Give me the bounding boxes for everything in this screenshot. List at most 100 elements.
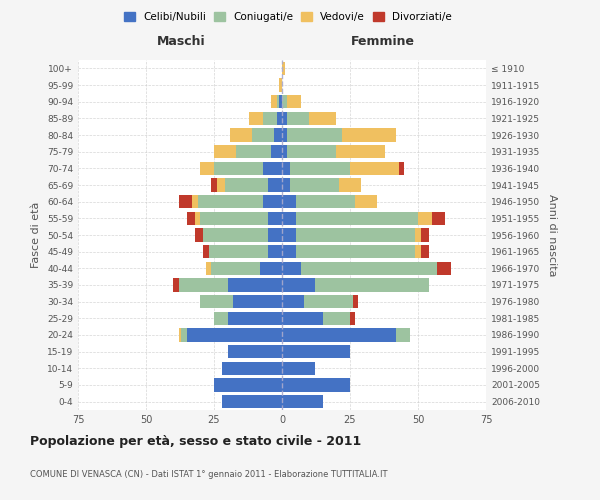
Bar	[396, 328, 410, 342]
Bar	[206, 262, 211, 275]
Bar	[287, 145, 337, 158]
Bar	[282, 245, 296, 258]
Bar	[337, 145, 385, 158]
Bar	[282, 228, 296, 241]
Bar	[282, 62, 285, 75]
Text: COMUNE DI VENASCA (CN) - Dati ISTAT 1° gennaio 2011 - Elaborazione TUTTITALIA.IT: COMUNE DI VENASCA (CN) - Dati ISTAT 1° g…	[30, 470, 388, 479]
Bar	[203, 245, 209, 258]
Bar	[195, 212, 200, 225]
Bar	[301, 262, 437, 275]
Bar	[217, 178, 225, 192]
Bar	[342, 128, 396, 141]
Bar	[296, 195, 355, 208]
Bar	[282, 112, 287, 125]
Bar	[296, 212, 418, 225]
Bar	[290, 178, 339, 192]
Bar	[250, 112, 263, 125]
Bar	[225, 178, 268, 192]
Bar	[415, 245, 421, 258]
Bar	[268, 228, 282, 241]
Bar	[339, 178, 361, 192]
Bar	[309, 112, 337, 125]
Bar	[282, 295, 304, 308]
Bar	[209, 245, 268, 258]
Text: Femmine: Femmine	[350, 36, 415, 49]
Bar	[236, 145, 271, 158]
Bar	[279, 78, 282, 92]
Y-axis label: Fasce di età: Fasce di età	[31, 202, 41, 268]
Bar	[268, 212, 282, 225]
Bar	[268, 245, 282, 258]
Bar	[323, 312, 350, 325]
Bar	[282, 345, 350, 358]
Bar	[287, 112, 309, 125]
Bar	[399, 162, 404, 175]
Bar	[279, 95, 282, 108]
Bar	[197, 195, 263, 208]
Bar	[271, 145, 282, 158]
Text: Popolazione per età, sesso e stato civile - 2011: Popolazione per età, sesso e stato civil…	[30, 435, 361, 448]
Bar	[263, 195, 282, 208]
Bar	[179, 195, 192, 208]
Bar	[282, 128, 287, 141]
Bar	[282, 328, 396, 342]
Bar	[282, 312, 323, 325]
Bar	[187, 212, 195, 225]
Bar	[227, 345, 282, 358]
Legend: Celibi/Nubili, Coniugati/e, Vedovi/e, Divorziati/e: Celibi/Nubili, Coniugati/e, Vedovi/e, Di…	[120, 8, 456, 26]
Bar	[282, 395, 323, 408]
Bar	[431, 212, 445, 225]
Bar	[173, 278, 179, 291]
Bar	[277, 95, 279, 108]
Bar	[200, 162, 214, 175]
Bar	[282, 162, 290, 175]
Bar	[350, 162, 399, 175]
Bar	[181, 328, 187, 342]
Bar	[195, 228, 203, 241]
Bar	[290, 162, 350, 175]
Bar	[214, 312, 227, 325]
Bar	[437, 262, 451, 275]
Bar	[233, 295, 282, 308]
Bar	[230, 128, 252, 141]
Bar	[415, 228, 421, 241]
Bar	[418, 212, 431, 225]
Bar	[222, 395, 282, 408]
Text: Maschi: Maschi	[157, 36, 206, 49]
Bar	[353, 295, 358, 308]
Bar	[282, 262, 301, 275]
Bar	[263, 112, 277, 125]
Bar	[200, 295, 233, 308]
Bar	[211, 262, 260, 275]
Bar	[421, 228, 429, 241]
Y-axis label: Anni di nascita: Anni di nascita	[547, 194, 557, 276]
Bar	[271, 95, 277, 108]
Bar	[287, 128, 342, 141]
Bar	[227, 312, 282, 325]
Bar	[263, 162, 282, 175]
Bar	[192, 195, 197, 208]
Bar	[304, 295, 353, 308]
Bar	[282, 212, 296, 225]
Bar	[214, 378, 282, 392]
Bar	[222, 362, 282, 375]
Bar	[355, 195, 377, 208]
Bar	[350, 312, 355, 325]
Bar	[282, 195, 296, 208]
Bar	[296, 228, 415, 241]
Bar	[203, 228, 268, 241]
Bar	[277, 112, 282, 125]
Bar	[282, 145, 287, 158]
Bar	[282, 178, 290, 192]
Bar	[282, 95, 287, 108]
Bar	[282, 362, 314, 375]
Bar	[268, 178, 282, 192]
Bar	[227, 278, 282, 291]
Bar	[282, 278, 314, 291]
Bar	[287, 95, 301, 108]
Bar	[296, 245, 415, 258]
Bar	[282, 378, 350, 392]
Bar	[179, 328, 181, 342]
Bar	[260, 262, 282, 275]
Bar	[179, 278, 227, 291]
